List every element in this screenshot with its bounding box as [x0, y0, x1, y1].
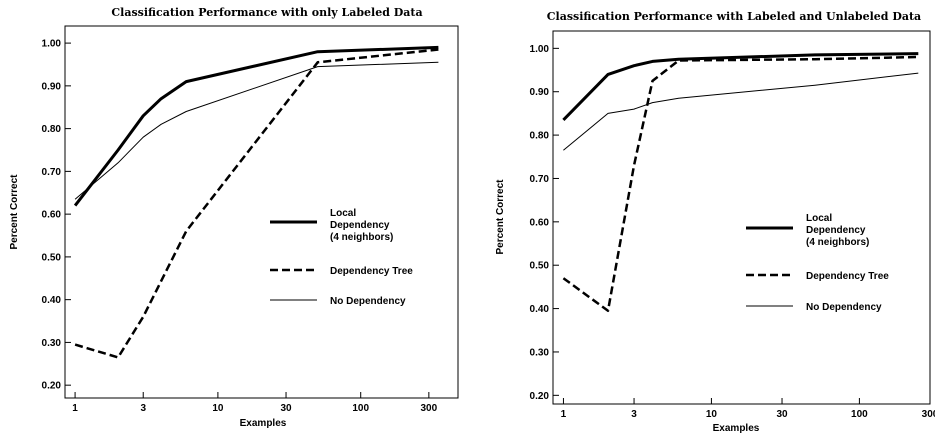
y-tick-label: 0.60 [42, 210, 62, 221]
y-tick-label: 0.80 [530, 131, 550, 142]
y-axis: 0.20 0.30 0.40 0.50 0.60 0.70 0.80 0.90 1.00 [42, 39, 71, 392]
x-axis-label: Examples [713, 423, 760, 434]
y-tick-label: 0.90 [42, 81, 62, 92]
chart-title: Classification Performance with only Lab… [111, 6, 422, 19]
y-tick-label: 0.30 [42, 338, 62, 349]
chart-labeled-and-unlabeled: Classification Performance with Labeled … [495, 10, 935, 434]
legend-label-no-dependency: No Dependency [330, 296, 406, 307]
series-line-dependency-tree [562, 55, 919, 313]
chart-title: Classification Performance with Labeled … [547, 10, 921, 23]
x-tick-label: 30 [776, 409, 788, 420]
x-axis: 1 3 10 30 100 300 [561, 398, 935, 420]
y-tick-label: 0.20 [42, 381, 62, 392]
x-tick-label: 300 [421, 403, 438, 414]
y-tick-label: 0.30 [530, 347, 550, 358]
legend: Local Dependency (4 neighbors) Dependenc… [270, 208, 413, 307]
y-tick-label: 1.00 [42, 39, 62, 50]
x-axis-label: Examples [240, 418, 287, 429]
y-axis-label: Percent Correct [9, 174, 20, 250]
y-axis-label: Percent Correct [495, 179, 506, 255]
legend: Local Dependency (4 neighbors) Dependenc… [746, 213, 889, 313]
legend-label-local-dependency-line2: Dependency [806, 225, 866, 236]
legend-label-dependency-tree: Dependency Tree [330, 266, 413, 277]
legend-label-local-dependency-line3: (4 neighbors) [806, 237, 869, 248]
x-tick-label: 10 [706, 409, 718, 420]
y-tick-label: 1.00 [530, 44, 550, 55]
x-tick-label: 3 [631, 409, 637, 420]
y-tick-label: 0.80 [42, 124, 62, 135]
y-tick-label: 0.90 [530, 87, 550, 98]
plot-frame [64, 25, 459, 399]
series-lines [562, 52, 919, 313]
y-tick-label: 0.60 [530, 217, 550, 228]
y-tick-label: 0.20 [530, 391, 550, 402]
plot-frame [552, 30, 931, 405]
x-tick-label: 100 [851, 409, 868, 420]
legend-label-dependency-tree: Dependency Tree [806, 271, 889, 282]
series-lines [73, 45, 439, 359]
y-tick-label: 0.50 [42, 252, 62, 263]
y-axis: 0.20 0.30 0.40 0.50 0.60 0.70 0.80 0.90 1.00 [530, 44, 559, 402]
x-tick-label: 1 [72, 403, 78, 414]
x-tick-label: 30 [280, 403, 292, 414]
series-line-dependency-tree [74, 48, 439, 359]
series-line-no-dependency [74, 61, 439, 200]
y-tick-label: 0.40 [530, 304, 550, 315]
x-tick-label: 300 [922, 409, 935, 420]
legend-label-local-dependency-line1: Local [806, 213, 832, 224]
chart-labeled-only: Classification Performance with only Lab… [9, 6, 459, 429]
y-tick-label: 0.50 [530, 261, 550, 272]
x-axis: 1 3 10 30 100 300 [72, 392, 438, 414]
y-tick-label: 0.40 [42, 295, 62, 306]
x-tick-label: 100 [352, 403, 369, 414]
x-tick-label: 10 [212, 403, 224, 414]
x-tick-label: 1 [561, 409, 567, 420]
legend-label-local-dependency-line3: (4 neighbors) [330, 232, 393, 243]
y-tick-label: 0.70 [530, 174, 550, 185]
y-tick-label: 0.70 [42, 167, 62, 178]
legend-label-no-dependency: No Dependency [806, 302, 882, 313]
legend-label-local-dependency-line1: Local [330, 208, 356, 219]
series-line-local-dependency-4-neighbors [73, 45, 439, 207]
x-tick-label: 3 [140, 403, 146, 414]
series-line-local-dependency-4-neighbors [562, 52, 919, 121]
series-line-no-dependency [563, 72, 919, 151]
legend-label-local-dependency-line2: Dependency [330, 220, 390, 231]
